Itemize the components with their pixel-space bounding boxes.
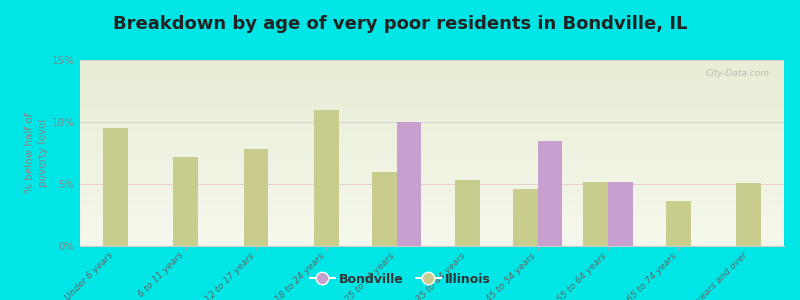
Text: Breakdown by age of very poor residents in Bondville, IL: Breakdown by age of very poor residents …: [113, 15, 687, 33]
Bar: [397, 122, 422, 246]
Bar: [513, 189, 538, 246]
Bar: [538, 141, 562, 246]
Bar: [608, 182, 633, 246]
Bar: [244, 149, 268, 246]
Bar: [103, 128, 127, 246]
Y-axis label: % below half of
poverty level: % below half of poverty level: [25, 113, 48, 193]
Text: City-Data.com: City-Data.com: [706, 69, 770, 78]
Bar: [737, 183, 761, 246]
Bar: [583, 182, 608, 246]
Bar: [455, 180, 479, 246]
Bar: [372, 172, 397, 246]
Legend: Bondville, Illinois: Bondville, Illinois: [305, 268, 495, 291]
Bar: [174, 157, 198, 246]
Bar: [666, 201, 690, 246]
Bar: [314, 110, 338, 246]
